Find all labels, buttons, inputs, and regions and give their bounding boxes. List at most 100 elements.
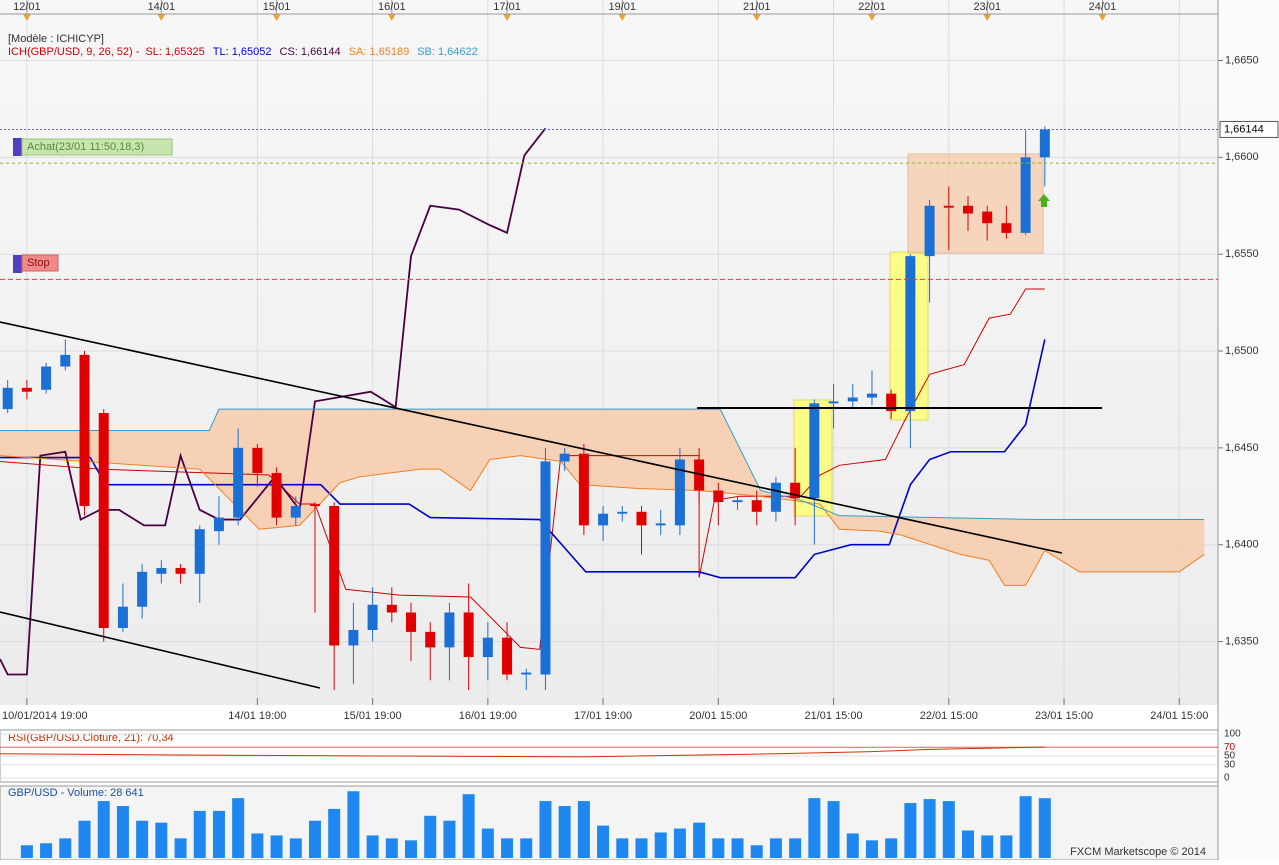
volume-bar bbox=[981, 835, 994, 858]
last-price-box bbox=[1219, 120, 1279, 138]
volume-bar bbox=[366, 835, 379, 858]
volume-bar bbox=[481, 828, 494, 858]
top-date-label: 17/01 bbox=[493, 1, 521, 13]
model-label: [Modèle : ICHICYP] bbox=[8, 33, 104, 45]
indicator-line bbox=[0, 288, 1045, 650]
volume-bar bbox=[193, 810, 206, 858]
candle-body bbox=[578, 453, 589, 526]
candle-body bbox=[60, 354, 71, 367]
candle-body bbox=[751, 500, 762, 512]
legend-entry: SL: 1,65325 bbox=[145, 46, 204, 58]
buy-label: Achat(23/01 11:50,18,3) bbox=[27, 141, 144, 153]
candle-body bbox=[655, 523, 666, 526]
top-date-label: 12/01 bbox=[13, 1, 41, 13]
candle-body bbox=[1039, 129, 1050, 158]
candle-body bbox=[482, 637, 493, 658]
order-handle bbox=[13, 255, 22, 273]
day-marker bbox=[867, 14, 876, 21]
stop-label: Stop bbox=[27, 257, 50, 269]
indicator-line bbox=[0, 127, 547, 676]
volume-bar bbox=[865, 840, 878, 858]
candle-body bbox=[367, 604, 378, 630]
indicator-line bbox=[0, 339, 1046, 579]
price-panel bbox=[0, 0, 1218, 705]
candle-body bbox=[2, 387, 13, 410]
indicator-line bbox=[0, 455, 1205, 586]
candle-body bbox=[713, 490, 724, 503]
legend-entry: CS: 1,66144 bbox=[280, 46, 341, 58]
candle-body bbox=[271, 473, 282, 518]
volume-bar bbox=[808, 798, 821, 858]
volume-bar bbox=[97, 801, 110, 858]
candle-body bbox=[559, 453, 570, 462]
volume-bar bbox=[923, 799, 936, 858]
candle-body bbox=[156, 567, 167, 574]
volume-bar bbox=[424, 815, 437, 858]
candle-body bbox=[444, 612, 455, 648]
x-tick-label: 14/01 19:00 bbox=[228, 710, 286, 722]
candle-body bbox=[252, 447, 263, 474]
candle-body bbox=[598, 513, 609, 526]
volume-bar bbox=[616, 838, 629, 858]
candle-body bbox=[732, 500, 743, 503]
volume-bar bbox=[693, 822, 706, 858]
volume-bar bbox=[308, 820, 321, 858]
trend-line bbox=[0, 611, 321, 689]
candle-body bbox=[117, 606, 128, 629]
top-date-label: 14/01 bbox=[148, 1, 176, 13]
volume-bar bbox=[789, 838, 802, 858]
x-tick-label: 15/01 19:00 bbox=[344, 710, 402, 722]
rsi-tick-label: 50 bbox=[1224, 751, 1236, 762]
candle-body bbox=[905, 256, 916, 412]
volume-bar bbox=[1000, 835, 1013, 858]
day-marker bbox=[618, 14, 627, 21]
volume-bar bbox=[116, 805, 129, 858]
candle-body bbox=[348, 629, 359, 646]
y-tick-label: 1,6450 bbox=[1225, 442, 1259, 454]
candle-body bbox=[982, 211, 993, 224]
volume-bar bbox=[904, 803, 917, 858]
candle-body bbox=[309, 504, 320, 506]
volume-bar bbox=[232, 798, 245, 858]
volume-bar bbox=[597, 825, 610, 858]
y-tick-label: 1,6550 bbox=[1225, 248, 1259, 260]
rsi-tick-label: 0 bbox=[1224, 773, 1230, 784]
candle-body bbox=[502, 637, 513, 675]
x-tick-label: 10/01/2014 19:00 bbox=[2, 710, 88, 722]
y-tick-label: 1,6650 bbox=[1225, 54, 1259, 66]
volume-title: GBP/USD - Volume: 28 641 bbox=[8, 787, 144, 799]
day-marker bbox=[157, 14, 166, 21]
volume-bar bbox=[405, 840, 418, 858]
volume-bar bbox=[270, 835, 283, 858]
candle-body bbox=[866, 393, 877, 398]
x-tick-label: 16/01 19:00 bbox=[459, 710, 517, 722]
y-tick-label: 1,6600 bbox=[1225, 151, 1259, 163]
top-date-label: 24/01 bbox=[1089, 1, 1117, 13]
volume-bar bbox=[136, 820, 149, 858]
volume-bar bbox=[1038, 798, 1051, 858]
day-marker bbox=[503, 14, 512, 21]
candle-body bbox=[1020, 157, 1031, 233]
candle-body bbox=[943, 205, 954, 208]
candle-body bbox=[617, 511, 628, 514]
rsi-tick-label: 70 bbox=[1224, 742, 1236, 753]
candle-body bbox=[233, 447, 244, 518]
stop-tag bbox=[21, 254, 59, 272]
indicator-label: ICH(GBP/USD, 9, 26, 52) - bbox=[8, 46, 140, 58]
y-tick-label: 1,6350 bbox=[1225, 635, 1259, 647]
rsi-tick-label: 30 bbox=[1224, 759, 1236, 770]
candle-body bbox=[425, 631, 436, 648]
right-axis-area bbox=[1218, 0, 1279, 860]
candle-body bbox=[809, 403, 820, 499]
volume-bar bbox=[712, 838, 725, 858]
candle-body bbox=[540, 461, 551, 675]
volume-bar bbox=[962, 830, 974, 858]
legend-entry: TL: 1,65052 bbox=[213, 46, 272, 58]
volume-bar bbox=[212, 810, 225, 858]
candle-body bbox=[521, 672, 532, 675]
top-date-label: 15/01 bbox=[263, 1, 291, 13]
y-tick-label: 1,6400 bbox=[1225, 539, 1259, 551]
candle-body bbox=[329, 505, 340, 646]
volume-bar bbox=[942, 801, 955, 858]
